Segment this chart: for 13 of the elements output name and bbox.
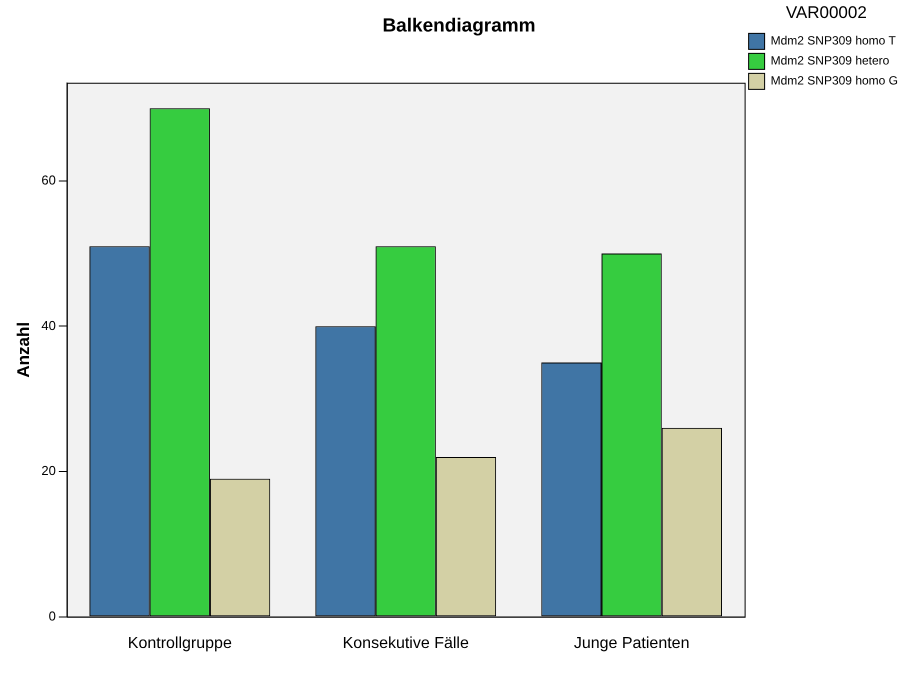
y-tick-label: 60	[41, 172, 56, 188]
y-axis-title: Anzahl	[14, 322, 33, 378]
chart-title: Balkendiagramm	[382, 16, 536, 37]
x-tick-label: Kontrollgruppe	[128, 634, 232, 652]
y-tick-label: 40	[41, 318, 56, 333]
legend-label: Mdm2 SNP309 homo T	[770, 34, 896, 48]
x-tick-label: Konsekutive Fälle	[342, 634, 469, 652]
legend-label: Mdm2 SNP309 homo G	[770, 74, 898, 88]
y-tick-label: 20	[41, 463, 56, 478]
legend-label: Mdm2 SNP309 hetero	[770, 54, 890, 68]
legend-title: VAR00002	[786, 3, 867, 22]
x-tick-label: Junge Patienten	[574, 634, 690, 652]
y-tick-label: 0	[48, 608, 56, 624]
